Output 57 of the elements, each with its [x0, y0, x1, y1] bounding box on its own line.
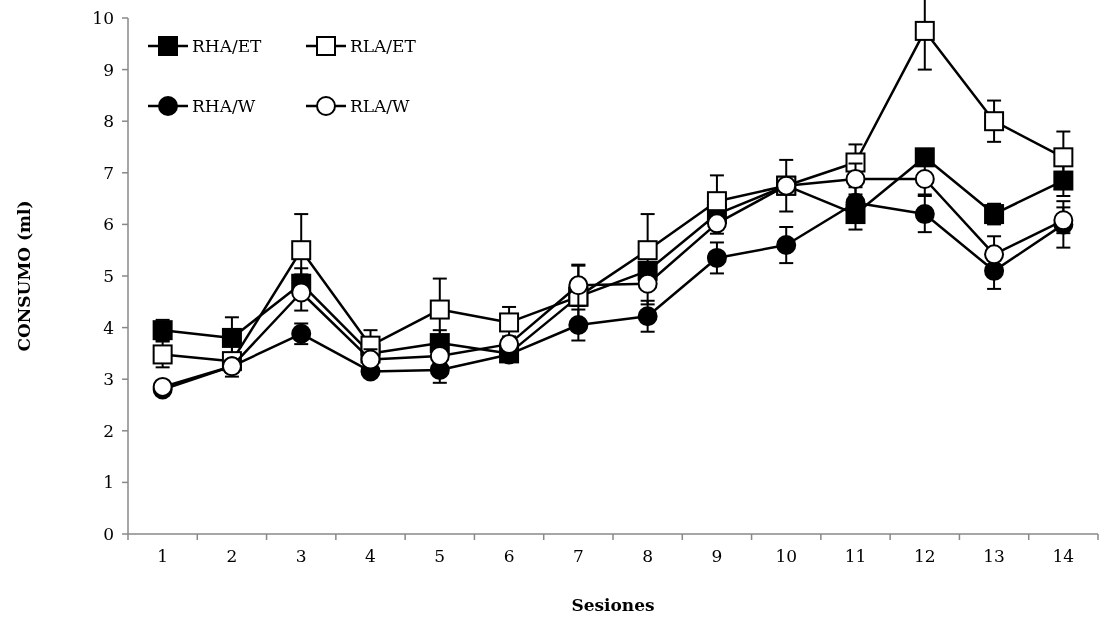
y-tick-label: 0 [103, 523, 114, 544]
point [914, 204, 935, 225]
point [914, 20, 935, 41]
y-tick-label: 9 [103, 59, 114, 80]
x-tick-label: 6 [503, 546, 515, 566]
point [706, 191, 727, 212]
point [499, 334, 520, 355]
x-tick-label: 12 [913, 546, 936, 566]
point [568, 275, 589, 296]
x-tick-label: 14 [1052, 546, 1075, 566]
point [914, 168, 935, 189]
x-tick-label: 7 [572, 546, 584, 566]
x-tick-label: 1 [157, 546, 169, 566]
point [360, 349, 381, 370]
legend-label: RLA/ET [350, 35, 417, 56]
x-tick-label: 11 [844, 546, 867, 566]
point [152, 344, 173, 365]
y-tick-label: 7 [103, 162, 114, 183]
y-tick-label: 1 [103, 472, 114, 493]
x-tick-label: 3 [295, 546, 307, 566]
point [291, 240, 312, 261]
point [845, 168, 866, 189]
point [776, 235, 797, 256]
y-tick-label: 10 [92, 7, 114, 28]
point [499, 312, 520, 333]
y-tick-label: 8 [103, 111, 114, 132]
point [429, 345, 450, 366]
legend-label: RHA/W [192, 95, 256, 116]
y-tick-label: 4 [103, 317, 114, 338]
x-axis-title: Sesiones [571, 595, 655, 615]
point [706, 213, 727, 234]
legend-label: RHA/ET [192, 35, 263, 56]
x-tick-label: 13 [983, 546, 1005, 566]
y-tick-label: 5 [103, 265, 114, 286]
x-tick-label: 10 [775, 546, 798, 566]
y-tick-label: 2 [103, 420, 114, 441]
point [429, 299, 450, 320]
point [637, 240, 658, 261]
legend-label: RLA/W [350, 95, 411, 116]
x-tick-label: 4 [365, 546, 376, 566]
x-tick-label: 8 [642, 546, 654, 566]
point [291, 282, 312, 303]
y-axis-title: CONSUMO (ml) [14, 200, 34, 352]
point [637, 273, 658, 294]
point [914, 147, 935, 168]
x-tick-label: 9 [711, 546, 723, 566]
point [706, 247, 727, 268]
x-tick-label: 2 [226, 546, 238, 566]
x-tick-label: 5 [434, 546, 446, 566]
point [568, 315, 589, 336]
point [1053, 147, 1074, 168]
point [221, 327, 242, 348]
point [984, 244, 1005, 265]
point [984, 111, 1005, 132]
y-tick-label: 3 [103, 369, 114, 390]
y-tick-label: 6 [103, 214, 114, 235]
point [1053, 170, 1074, 191]
